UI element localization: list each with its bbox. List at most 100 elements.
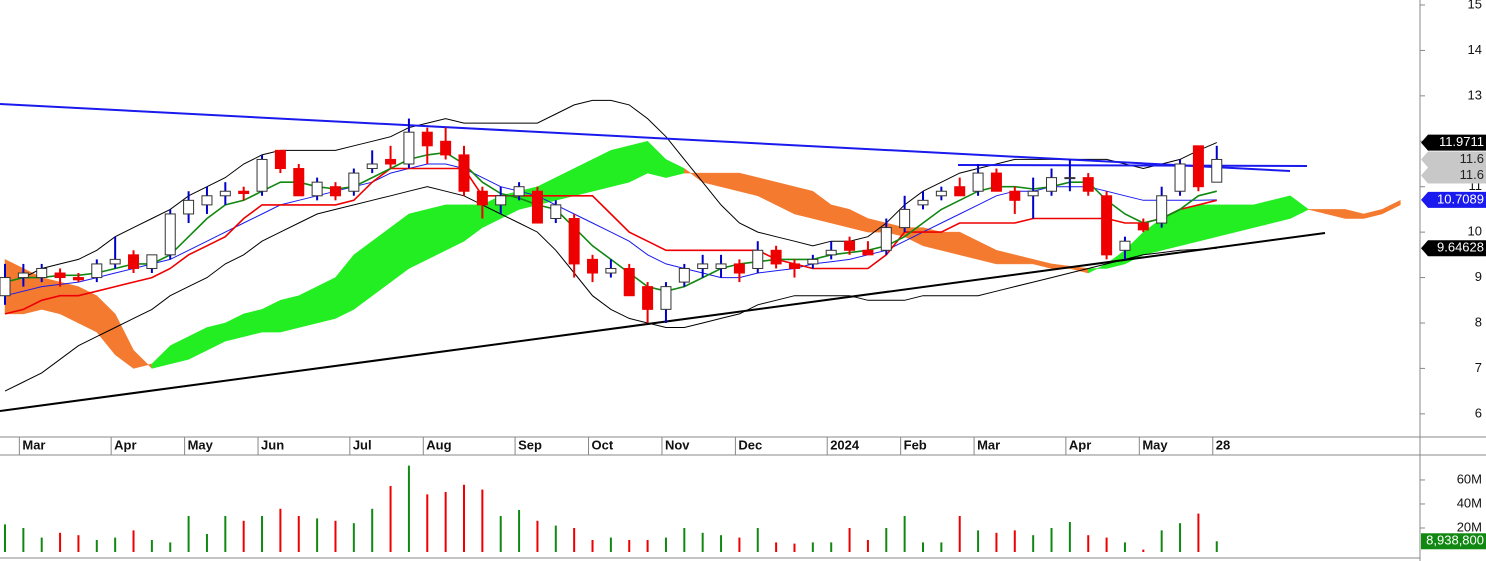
candle-body [219,190,231,197]
price-label-box [1421,191,1486,208]
price-label-box [1421,240,1486,257]
candle-body [825,249,837,256]
cloud-segment [1271,195,1291,224]
candle-body [274,149,286,170]
y-tick-label: 20M [1457,519,1482,534]
candle-body [476,190,488,206]
candle-body [54,272,66,279]
y-tick-label: 13 [1468,87,1482,102]
volume-label-box [1421,533,1486,550]
candle-body [642,286,654,310]
candle-body [733,263,745,274]
indicator-line [4,99,1217,283]
x-tick-label: 28 [1216,437,1230,452]
candle-body [788,263,800,269]
y-tick-label: 40M [1457,495,1482,510]
candle-body [0,277,11,297]
candle-body [440,140,452,156]
label-layer: 678910111213141520M40M60MMarAprMayJunJul… [22,0,1486,550]
candle-body [201,195,213,206]
candle-body [752,249,764,269]
candle-body [329,186,341,197]
cloud-segment [1289,195,1310,219]
indicator-line [4,167,1217,315]
candle-body [238,190,250,195]
candle-body [972,172,984,192]
cloud-segment [243,309,263,337]
candle-body [1192,145,1204,188]
candle-body [311,181,323,197]
candle-body [862,249,874,256]
candle-body [256,158,268,192]
price-label: 11.9711 [1439,134,1484,149]
candle-body [1211,158,1223,183]
y-tick-label: 6 [1475,405,1482,420]
volume-layer [4,465,1218,552]
x-tick-label: Nov [665,437,690,452]
x-tick-label: Mar [22,437,45,452]
price-label: 9.64628 [1437,240,1484,255]
candle-body [1101,195,1113,256]
volume-label: 8,938,800 [1426,533,1484,548]
candle-body [403,131,415,165]
candle-body [72,277,84,281]
y-tick-label: 10 [1468,224,1482,239]
x-tick-label: Sep [518,437,542,452]
cloud-segment [1234,204,1254,233]
candle-body [91,263,103,279]
cloud-segment [1198,204,1218,242]
candle-body [605,267,617,274]
candle-body [1137,222,1149,231]
candle-body [366,163,378,170]
candle-body [807,258,819,265]
y-tick-label: 15 [1468,0,1482,11]
cloud-segment [1381,199,1401,215]
candle-layer [0,118,1223,323]
trendline [0,232,1326,412]
x-tick-label: Jun [261,437,284,452]
price-label: 11.6 [1460,151,1484,166]
candle-body [1119,240,1131,251]
candle-body [109,258,121,265]
candle-body [1082,177,1094,192]
candle-body [1064,177,1076,180]
cloud-segment [427,204,446,260]
candle-body [348,172,360,192]
candle-body [513,186,525,197]
candle-body [587,258,599,274]
price-label-box [1421,151,1486,168]
cloud-segment [1179,204,1199,247]
price-label: 11.6 [1460,167,1484,182]
candle-body [844,240,856,251]
candle-body [385,158,397,165]
candle-body [880,227,892,251]
cloud-segment [1216,204,1236,237]
candle-body [495,195,507,206]
y-tick-label: 8 [1475,314,1482,329]
cloud-segment [1253,200,1273,228]
cloud-segment [408,209,428,269]
y-tick-label: 7 [1475,360,1482,375]
candle-body [146,254,158,269]
candle-body [458,154,470,192]
candle-body [568,218,580,265]
candle-body [917,199,929,206]
y-tick-label: 14 [1468,42,1482,57]
indicator-line [4,186,1217,392]
x-tick-label: Apr [1069,437,1091,452]
candle-body [1156,195,1168,224]
x-tick-label: Aug [426,437,451,452]
candle-body [899,208,911,229]
y-tick-label: 9 [1475,269,1482,284]
candle-body [623,267,635,297]
cloud-segment [610,145,630,188]
x-tick-label: Mar [977,437,1000,452]
price-label-box [1421,167,1486,184]
x-tick-label: Apr [114,437,136,452]
candle-body [421,131,433,147]
candle-body [715,263,727,269]
cloud-segment [280,295,300,333]
